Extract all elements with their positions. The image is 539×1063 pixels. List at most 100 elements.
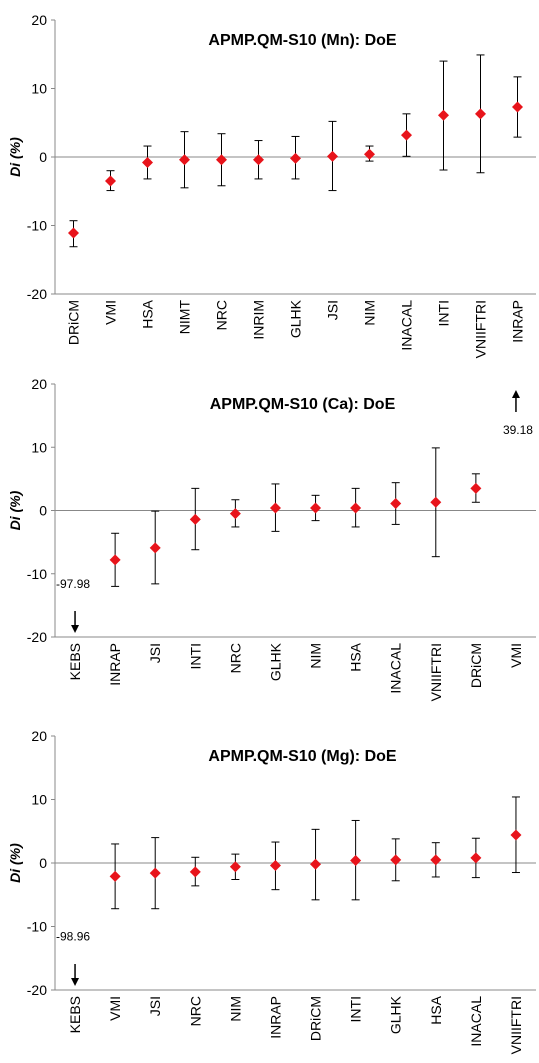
data-point bbox=[109, 554, 121, 566]
category-label: JSI bbox=[147, 996, 163, 1016]
data-point bbox=[438, 109, 449, 121]
data-point bbox=[269, 502, 281, 514]
data-point bbox=[430, 496, 442, 508]
category-label: VMI bbox=[107, 996, 123, 1021]
y-tick-label: -10 bbox=[27, 919, 47, 935]
data-point bbox=[253, 154, 264, 166]
offscale-arrowhead bbox=[71, 978, 80, 986]
category-label: INACAL bbox=[468, 996, 484, 1047]
y-tick-label: 20 bbox=[31, 728, 47, 744]
category-label: NRC bbox=[214, 300, 230, 330]
offscale-label: -97.98 bbox=[56, 577, 90, 591]
category-label: GLHK bbox=[388, 995, 404, 1034]
data-point bbox=[105, 175, 116, 187]
data-point bbox=[430, 854, 442, 866]
category-label: NIM bbox=[308, 643, 324, 669]
data-point bbox=[390, 854, 402, 866]
data-point bbox=[229, 861, 241, 873]
offscale-arrowhead bbox=[71, 625, 80, 633]
y-axis-label: Di (%) bbox=[7, 490, 23, 530]
data-point bbox=[229, 508, 241, 520]
category-label: NIM bbox=[227, 996, 243, 1022]
y-axis-label: Di (%) bbox=[7, 843, 23, 883]
data-point bbox=[390, 498, 402, 510]
data-point bbox=[512, 101, 523, 113]
category-label: NRC bbox=[227, 643, 243, 673]
y-tick-label: -20 bbox=[27, 982, 47, 998]
category-label: DRiCM bbox=[308, 996, 324, 1041]
data-point bbox=[68, 227, 79, 239]
category-label: VNIIFTRI bbox=[508, 996, 524, 1054]
category-label: NRC bbox=[187, 996, 203, 1026]
data-point bbox=[179, 154, 190, 166]
category-label: INTI bbox=[187, 643, 203, 669]
category-label: VMI bbox=[508, 643, 524, 668]
y-tick-label: -10 bbox=[27, 566, 47, 582]
data-point bbox=[149, 867, 161, 879]
offscale-label: 39.18 bbox=[503, 423, 533, 437]
y-axis-label: Di (%) bbox=[7, 137, 23, 177]
data-point bbox=[470, 852, 482, 864]
y-tick-label: -10 bbox=[27, 218, 47, 234]
offscale-arrowhead bbox=[511, 390, 520, 398]
category-label: VNIIFTRI bbox=[428, 643, 444, 701]
category-label: INACAL bbox=[388, 643, 404, 694]
chart-1: 20 10 0 -10 -20 Di (%) APMP.QM-S10 (Mn): DoE DR… bbox=[7, 12, 536, 358]
data-point bbox=[189, 513, 201, 525]
category-label: VNIIFTRI bbox=[473, 300, 489, 358]
category-label: INRAP bbox=[510, 300, 526, 343]
data-point bbox=[401, 129, 412, 141]
category-label: INTI bbox=[436, 300, 452, 326]
chart-3: 20 10 0 -10 -20 Di (%) APMP.QM-S10 (Mg): DoE KE… bbox=[7, 728, 536, 1054]
y-tick-label: 0 bbox=[39, 149, 47, 165]
data-point bbox=[189, 866, 201, 878]
category-label: GLHK bbox=[267, 642, 283, 681]
y-tick-label: 10 bbox=[31, 792, 47, 808]
category-label: JSI bbox=[147, 643, 163, 663]
category-label: NIM bbox=[362, 300, 378, 326]
category-label: INTI bbox=[348, 996, 364, 1022]
chart-title: APMP.QM-S10 (Ca): DoE bbox=[210, 396, 396, 413]
data-point bbox=[327, 150, 338, 162]
data-point bbox=[510, 829, 522, 841]
chart-title: APMP.QM-S10 (Mg): DoE bbox=[208, 748, 396, 765]
category-label: INRAP bbox=[107, 643, 123, 686]
data-point bbox=[310, 858, 322, 870]
category-label: GLHK bbox=[288, 299, 304, 338]
category-label: JSI bbox=[325, 300, 341, 320]
category-label: NIMT bbox=[177, 300, 193, 335]
category-label: VMI bbox=[103, 300, 119, 325]
data-point bbox=[290, 152, 301, 164]
chart-title: APMP.QM-S10 (Mn): DoE bbox=[208, 32, 396, 49]
data-point bbox=[216, 154, 227, 166]
category-label: HSA bbox=[140, 299, 156, 328]
data-point bbox=[475, 108, 486, 120]
category-label: INRIM bbox=[251, 300, 267, 340]
offscale-label: -98.96 bbox=[56, 930, 90, 944]
chart-2: 20 10 0 -10 -20 Di (%) APMP.QM-S10 (Ca): DoE KE… bbox=[7, 376, 536, 701]
data-point bbox=[269, 860, 281, 872]
data-point bbox=[142, 156, 153, 168]
y-tick-label: -20 bbox=[27, 286, 47, 302]
data-point bbox=[310, 502, 322, 514]
category-label: KEBS bbox=[67, 996, 83, 1033]
category-label: HSA bbox=[428, 995, 444, 1024]
category-label: INRAP bbox=[267, 996, 283, 1039]
data-point bbox=[470, 482, 482, 494]
data-point bbox=[350, 502, 362, 514]
data-point bbox=[350, 854, 362, 866]
y-tick-label: 20 bbox=[31, 376, 47, 392]
data-point bbox=[149, 542, 161, 554]
category-label: HSA bbox=[348, 642, 364, 671]
category-label: DRiCM bbox=[468, 643, 484, 688]
y-tick-label: 20 bbox=[31, 12, 47, 28]
y-tick-label: -20 bbox=[27, 629, 47, 645]
y-tick-label: 0 bbox=[39, 503, 47, 519]
y-tick-label: 10 bbox=[31, 439, 47, 455]
y-tick-label: 0 bbox=[39, 855, 47, 871]
data-point bbox=[109, 870, 121, 882]
category-label: INACAL bbox=[399, 300, 415, 351]
data-point bbox=[364, 148, 375, 160]
y-tick-label: 10 bbox=[31, 81, 47, 97]
